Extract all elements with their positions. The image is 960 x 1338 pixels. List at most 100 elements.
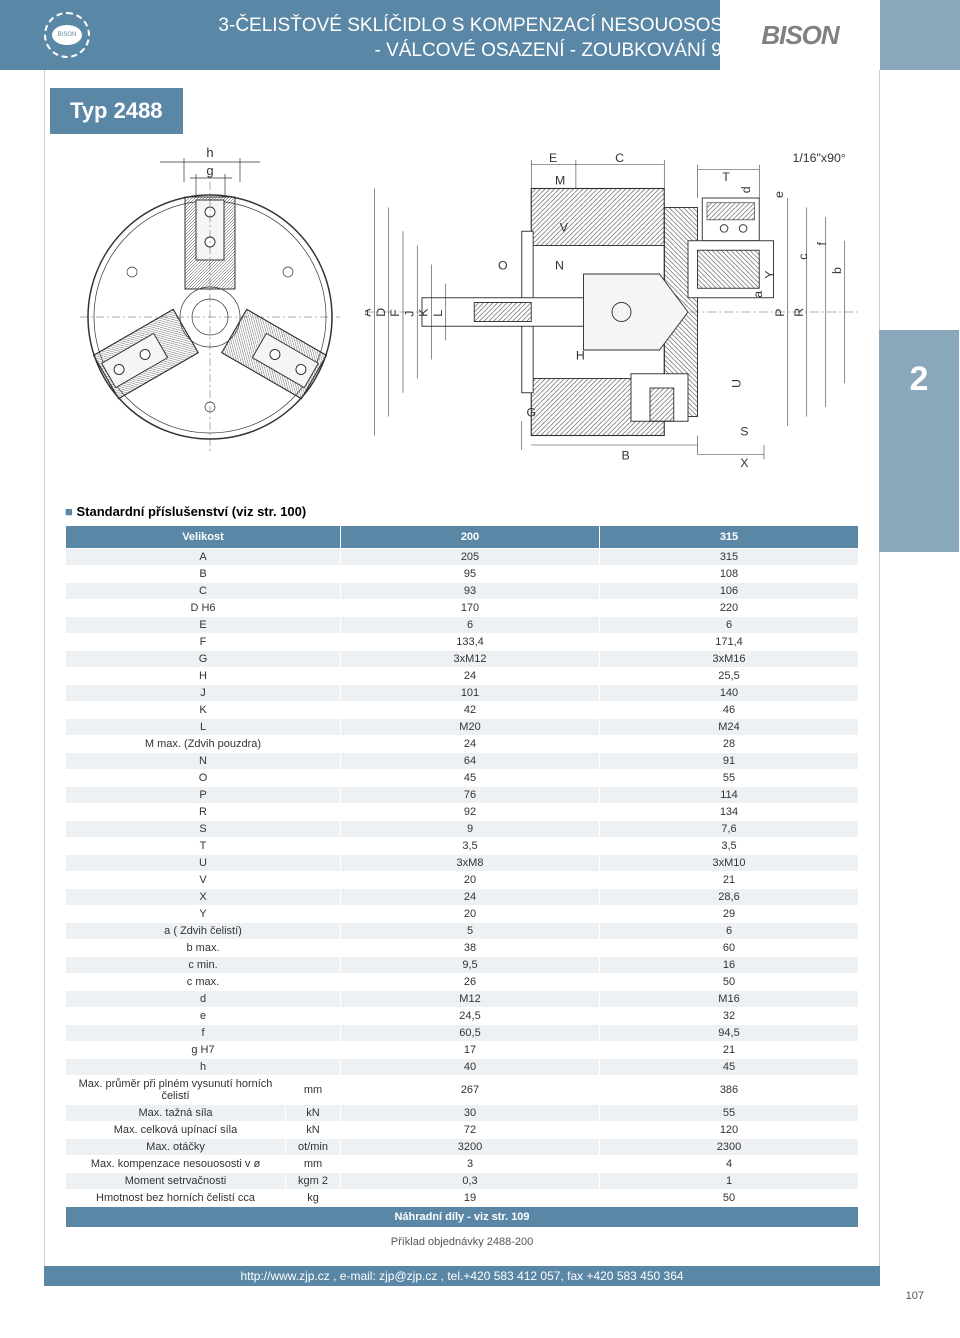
value-cell: 28 [600,736,859,753]
page-number: 107 [0,1286,960,1302]
value-cell: 16 [600,957,859,974]
param-cell: G [66,651,341,668]
value-cell: 38 [341,940,600,957]
content-area: 2 Typ 2488 h g [44,70,880,1266]
svg-text:B: B [622,448,630,462]
param-cell: c min. [66,957,341,974]
param-cell: Y [66,906,341,923]
value-cell: 17 [341,1042,600,1059]
value-cell: 24,5 [341,1008,600,1025]
value-cell: 0,3 [341,1173,600,1190]
table-row: H2425,5 [66,668,859,685]
param-cell: A [66,549,341,566]
svg-text:R: R [792,308,806,317]
svg-text:S: S [740,425,748,439]
value-cell: 28,6 [600,889,859,906]
table-row: c max.2650 [66,974,859,991]
table-row: R92134 [66,804,859,821]
param-cell: c max. [66,974,341,991]
header-col-2: 315 [600,526,859,549]
value-cell: 25,5 [600,668,859,685]
value-cell: M20 [341,719,600,736]
table-row: LM20M24 [66,719,859,736]
title-line-2: - VÁLCOVÉ OSAZENÍ - ZOUBKOVÁNÍ 90° [0,39,740,64]
value-cell: 220 [600,600,859,617]
param-cell: H [66,668,341,685]
unit-cell: kg [286,1190,341,1207]
table-row: E66 [66,617,859,634]
diagrams: h g [45,134,879,494]
svg-text:H: H [576,349,585,363]
svg-text:f: f [815,241,829,245]
table-row: J101140 [66,685,859,702]
table-row: D H6170220 [66,600,859,617]
unit-cell: mm [286,1076,341,1105]
value-cell: 64 [341,753,600,770]
table-row: Y2029 [66,906,859,923]
value-cell: M24 [600,719,859,736]
value-cell: 3xM10 [600,855,859,872]
param-cell: Max. celková upínací síla [66,1122,286,1139]
table-row: Max. tažná sílakN3055 [66,1105,859,1122]
table-row: f60,594,5 [66,1025,859,1042]
svg-text:Y: Y [763,271,777,279]
value-cell: 45 [341,770,600,787]
value-cell: 19 [341,1190,600,1207]
table-row: V2021 [66,872,859,889]
param-cell: X [66,889,341,906]
value-cell: 46 [600,702,859,719]
value-cell: 30 [341,1105,600,1122]
title-line-1: 3-ČELISŤOVÉ SKLÍČIDLO S KOMPENZACÍ NESOU… [218,15,740,36]
table-row: g H71721 [66,1042,859,1059]
value-cell: 20 [341,906,600,923]
value-cell: 26 [341,974,600,991]
svg-text:A: A [365,308,374,317]
svg-text:b: b [830,267,844,274]
table-row: dM12M16 [66,991,859,1008]
value-cell: 170 [341,600,600,617]
value-cell: 9 [341,821,600,838]
table-row: X2428,6 [66,889,859,906]
param-cell: d [66,991,341,1008]
svg-text:X: X [740,456,748,470]
unit-cell: kN [286,1105,341,1122]
svg-text:E: E [549,151,557,165]
value-cell: 7,6 [600,821,859,838]
footer-bar: http://www.zjp.cz , e-mail: zjp@zjp.cz ,… [44,1266,880,1286]
value-cell: 267 [341,1076,600,1105]
value-cell: 108 [600,566,859,583]
table-row: Hmotnost bez horních čelistí ccakg1950 [66,1190,859,1207]
spare-parts-row: Náhradní díly - viz str. 109 [66,1207,859,1228]
param-cell: g H7 [66,1042,341,1059]
param-cell: f [66,1025,341,1042]
param-cell: C [66,583,341,600]
value-cell: 94,5 [600,1025,859,1042]
value-cell: 1 [600,1173,859,1190]
value-cell: 29 [600,906,859,923]
table-row: Moment setrvačnostikgm 20,31 [66,1173,859,1190]
param-cell: h [66,1059,341,1076]
param-cell: a ( Zdvih čelistí) [66,923,341,940]
section-view-diagram: A D F J K L P R b f c a Y [365,142,859,482]
value-cell: 60 [600,940,859,957]
value-cell: 4 [600,1156,859,1173]
value-cell: 32 [600,1008,859,1025]
param-cell: Max. kompenzace nesouososti v ø [66,1156,286,1173]
table-row: F133,4171,4 [66,634,859,651]
brand-block: BISON [720,0,880,70]
param-cell: b max. [66,940,341,957]
value-cell: 42 [341,702,600,719]
value-cell: 40 [341,1059,600,1076]
value-cell: 205 [341,549,600,566]
svg-text:J: J [402,311,416,317]
value-cell: 55 [600,770,859,787]
table-row: b max.3860 [66,940,859,957]
table-row: S97,6 [66,821,859,838]
table-row: M max. (Zdvih pouzdra)2428 [66,736,859,753]
value-cell: 3xM8 [341,855,600,872]
param-cell: Max. průměr při plném vysunutí horních č… [66,1076,286,1105]
value-cell: 21 [600,1042,859,1059]
value-cell: 72 [341,1122,600,1139]
value-cell: 6 [341,617,600,634]
svg-text:1/16"x90°: 1/16"x90° [793,151,846,165]
